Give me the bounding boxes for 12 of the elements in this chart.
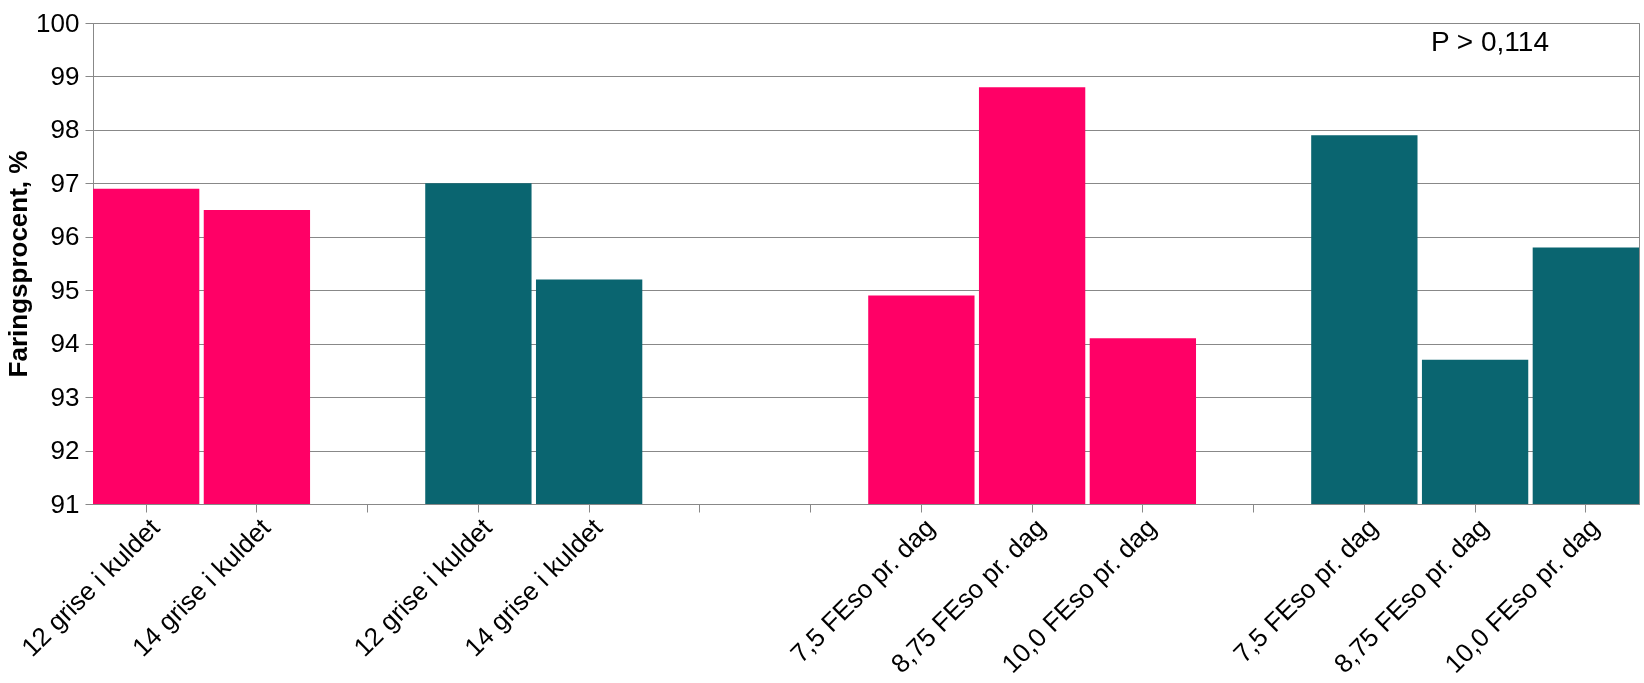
y-tick-label: 94 bbox=[50, 328, 80, 359]
y-tick-label: 97 bbox=[50, 167, 80, 198]
y-tick-label: 96 bbox=[50, 221, 80, 252]
y-tick-label: 93 bbox=[50, 381, 80, 412]
y-tick-label: 91 bbox=[50, 488, 80, 519]
y-tick-label: 99 bbox=[50, 60, 80, 91]
annotation: P > 0,114 bbox=[1430, 26, 1549, 57]
y-tick-label: 98 bbox=[50, 114, 80, 145]
y-tick-label: 92 bbox=[50, 435, 80, 466]
y-tick-label: 100 bbox=[36, 7, 80, 38]
y-axis-title: Faringsprocent, % bbox=[3, 150, 34, 378]
y-tick-label: 95 bbox=[50, 274, 80, 305]
